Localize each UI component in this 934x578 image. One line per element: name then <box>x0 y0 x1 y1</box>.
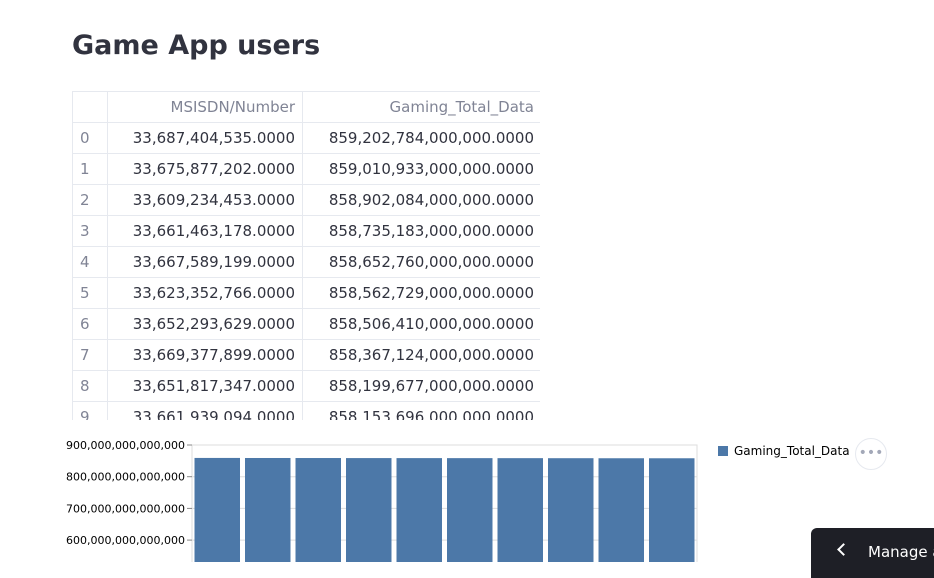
row-index: 1 <box>72 153 108 185</box>
button-label: Manage app <box>868 543 934 561</box>
y-tick-label: 900,000,000,000,000 <box>66 439 185 452</box>
bar <box>447 458 493 562</box>
table-row: 2 33,609,234,453.0000 858,902,084,000,000.… <box>72 184 540 216</box>
legend-label: Gaming_Total_Data <box>734 444 850 458</box>
row-index: 6 <box>72 308 108 340</box>
table-cell: 858,735,183,000,000.0000 <box>302 215 540 247</box>
table-row: 8 33,651,817,347.0000 858,199,677,000,000.… <box>72 370 540 402</box>
table-row: 5 33,623,352,766.0000 858,562,729,000,000.… <box>72 277 540 309</box>
table-row: 0 33,687,404,535.0000 859,202,784,000,000.… <box>72 122 540 154</box>
table-cell: 33,661,939,094.0000 <box>107 401 303 420</box>
table-cell: 858,367,124,000,000.0000 <box>302 339 540 371</box>
table-cell: 33,687,404,535.0000 <box>107 122 303 154</box>
table-cell: 33,661,463,178.0000 <box>107 215 303 247</box>
table-row: 9 33,661,939,094.0000 858,153,696,000,000.… <box>72 401 540 420</box>
table-cell: 33,652,293,629.0000 <box>107 308 303 340</box>
header-row: MSISDN/Number Gaming_Total_Data <box>72 91 540 123</box>
row-index: 5 <box>72 277 108 309</box>
table-cell: 33,609,234,453.0000 <box>107 184 303 216</box>
legend-swatch <box>718 446 728 456</box>
table-cell: 33,669,377,899.0000 <box>107 339 303 371</box>
table-cell: 858,153,696,000,000.0000 <box>302 401 540 420</box>
y-tick-label: 700,000,000,000,000 <box>66 502 185 515</box>
row-index: 7 <box>72 339 108 371</box>
table-cell: 33,675,877,202.0000 <box>107 153 303 185</box>
chart-menu-button[interactable]: ••• <box>855 438 887 470</box>
table-cell: 858,902,084,000,000.0000 <box>302 184 540 216</box>
bar <box>295 458 341 562</box>
row-index: 2 <box>72 184 108 216</box>
column-header <box>72 91 108 123</box>
table-cell: 858,562,729,000,000.0000 <box>302 277 540 309</box>
bar <box>598 458 644 562</box>
bar <box>346 458 392 562</box>
bar <box>245 457 291 562</box>
table-cell: 858,652,760,000,000.0000 <box>302 246 540 278</box>
data-table: MSISDN/Number Gaming_Total_Data 0 33,687,40… <box>72 91 540 420</box>
table-cell: 859,010,933,000,000.0000 <box>302 153 540 185</box>
row-index: 3 <box>72 215 108 247</box>
chart: 600,000,000,000,000 700,000,000,000,000 80… <box>66 439 850 562</box>
table-cell: 859,202,784,000,000.0000 <box>302 122 540 154</box>
table-container: MSISDN/Number Gaming_Total_Data 0 33,687,40… <box>72 91 540 420</box>
bar <box>548 458 594 562</box>
table-cell: 33,651,817,347.0000 <box>107 370 303 402</box>
bar <box>497 458 543 562</box>
table-cell: 858,199,677,000,000.0000 <box>302 370 540 402</box>
bar <box>396 458 442 562</box>
row-index: 0 <box>72 122 108 154</box>
table-row: 1 33,675,877,202.0000 859,010,933,000,000.… <box>72 153 540 185</box>
table-row: 4 33,667,589,199.0000 858,652,760,000,000.… <box>72 246 540 278</box>
table-row: 6 33,652,293,629.0000 858,506,410,000,000.… <box>72 308 540 340</box>
row-index: 9 <box>72 401 108 420</box>
y-tick-label: 600,000,000,000,000 <box>66 534 185 547</box>
bar <box>649 458 695 562</box>
table-row: 3 33,661,463,178.0000 858,735,183,000,000.… <box>72 215 540 247</box>
column-header: MSISDN/Number <box>107 91 303 123</box>
table-cell: 858,506,410,000,000.0000 <box>302 308 540 340</box>
page: Game App users MSISDN/Number Gaming_Total… <box>66 30 934 578</box>
manage-app-button[interactable]: Manage app <box>811 528 934 578</box>
column-header: Gaming_Total_Data <box>302 91 540 123</box>
y-tick-label: 800,000,000,000,000 <box>66 471 185 484</box>
row-index: 4 <box>72 246 108 278</box>
row-index: 8 <box>72 370 108 402</box>
table-cell: 33,667,589,199.0000 <box>107 246 303 278</box>
page-title: Game App users <box>72 30 321 61</box>
bar <box>194 457 240 562</box>
table-cell: 33,623,352,766.0000 <box>107 277 303 309</box>
table-row: 7 33,669,377,899.0000 858,367,124,000,000.… <box>72 339 540 371</box>
